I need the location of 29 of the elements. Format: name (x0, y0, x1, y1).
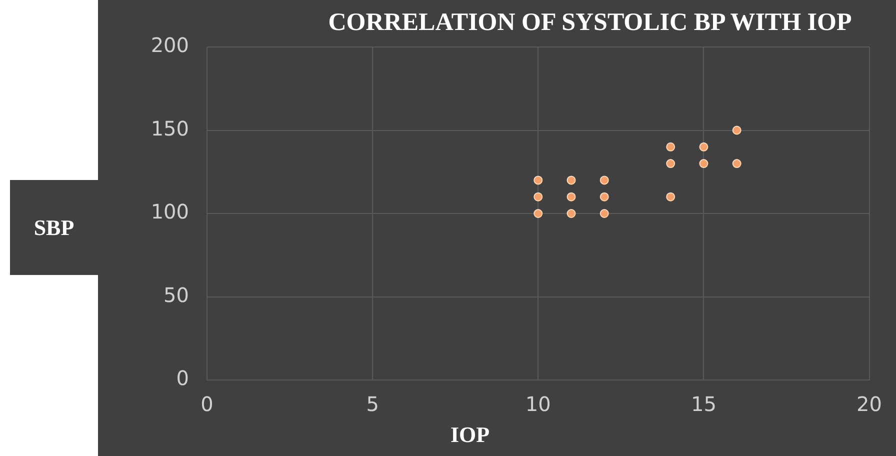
point (534, 176, 543, 185)
x-tick-label: 20 (856, 392, 882, 416)
point (666, 159, 676, 168)
point (699, 142, 708, 152)
x-tick-label: 10 (525, 392, 551, 416)
x-axis-title: IOP (449, 422, 491, 448)
y-tick-label: 100 (150, 200, 189, 224)
y-axis-title: SBP (10, 180, 98, 275)
point (566, 192, 576, 202)
point (534, 209, 543, 218)
x-tick-label: 15 (690, 392, 716, 416)
point (732, 159, 742, 168)
point (566, 209, 576, 218)
x-tick-label: 5 (366, 392, 379, 416)
point (600, 192, 609, 202)
point (534, 192, 543, 202)
chart-title: CORRELATION OF SYSTOLIC BP WITH IOP (327, 8, 853, 38)
y-tick-label: 200 (150, 33, 189, 58)
y-tick-label: 0 (176, 366, 189, 390)
point (699, 159, 708, 168)
point (666, 192, 676, 202)
y-tick-label: 150 (150, 116, 189, 140)
y-tick-label: 50 (164, 282, 189, 307)
x-tick-label: 0 (200, 392, 214, 416)
point (666, 142, 676, 152)
point (600, 176, 609, 185)
point (732, 126, 742, 135)
point (566, 176, 576, 185)
point (600, 209, 609, 218)
